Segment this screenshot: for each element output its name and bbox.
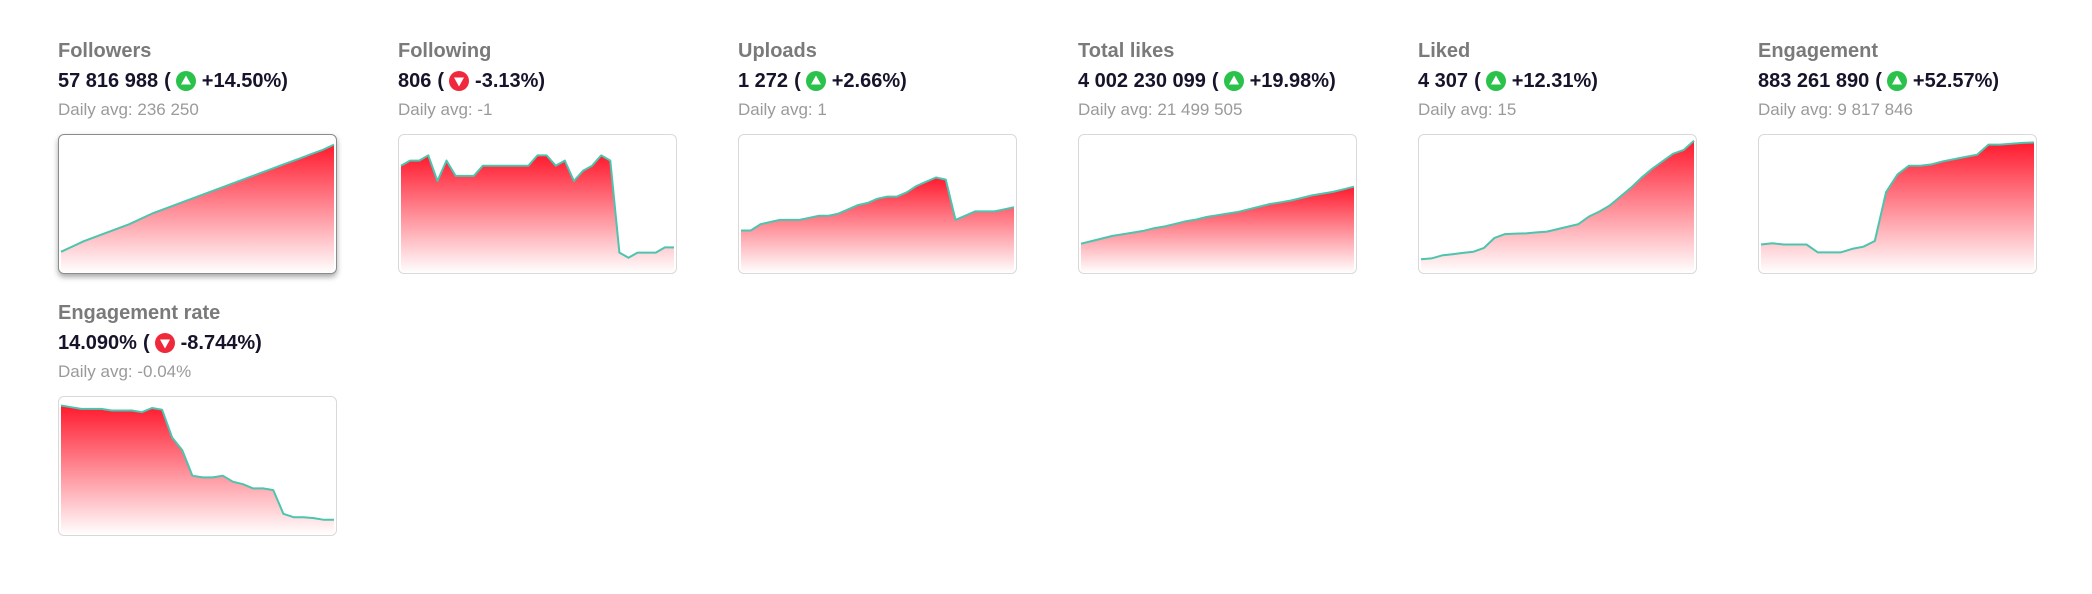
stat-change: +19.98%) <box>1249 70 1336 92</box>
up-arrow-icon <box>1886 71 1907 91</box>
up-arrow-icon <box>1223 71 1244 91</box>
sparkline-line <box>1420 140 1695 261</box>
sparkline-area <box>1081 186 1354 273</box>
sparkline-liked[interactable] <box>1418 134 1697 274</box>
sparkline-area <box>401 155 674 273</box>
sparkline-uploads[interactable] <box>738 134 1017 274</box>
down-arrow-icon <box>154 333 175 353</box>
sparkline-chart <box>400 154 674 273</box>
sparkline-total-likes[interactable] <box>1078 134 1357 274</box>
stat-value-row: 14.090% ( -8.744%) <box>58 328 337 358</box>
stat-value: 4 307 <box>1418 70 1469 92</box>
sparkline-area <box>1761 142 2034 273</box>
stat-change: +52.57%) <box>1912 70 2000 92</box>
sparkline-area <box>61 144 334 273</box>
stat-value: 57 816 988 <box>58 70 159 92</box>
sparkline-line <box>400 154 674 259</box>
stat-value: 4 002 230 099 <box>1078 70 1206 92</box>
stat-daily-average: Daily avg: 9 817 846 <box>1758 100 1913 119</box>
stat-title: Engagement rate <box>58 302 221 324</box>
sparkline-chart <box>60 143 335 273</box>
stat-title: Following <box>398 40 492 62</box>
sparkline-area <box>61 405 334 535</box>
up-arrow-icon <box>1485 71 1506 91</box>
stat-value-row: 57 816 988 ( +14.50%) <box>58 66 337 96</box>
sparkline-engagement-rate[interactable] <box>58 396 337 536</box>
stat-daily-average: Daily avg: 1 <box>738 100 827 119</box>
stat-card-engagement-rate: Engagement rate 14.090% ( -8.744%) Daily… <box>58 298 337 536</box>
stat-card-total-likes: Total likes 4 002 230 099 ( +19.98%) Dai… <box>1078 36 1357 274</box>
stat-value-row: 4 002 230 099 ( +19.98%) <box>1078 66 1357 96</box>
sparkline-engagement[interactable] <box>1758 134 2037 274</box>
stat-title: Engagement <box>1758 40 1879 62</box>
stat-daily-average: Daily avg: -0.04% <box>58 362 192 381</box>
sparkline-followers[interactable] <box>58 134 337 274</box>
sparkline-line <box>1760 141 2035 254</box>
stat-card-engagement: Engagement 883 261 890 ( +52.57%) Daily … <box>1758 36 2037 274</box>
stat-change: -8.744%) <box>180 332 262 354</box>
sparkline-line <box>741 176 1015 232</box>
sparkline-following[interactable] <box>398 134 677 274</box>
sparkline-line <box>60 404 334 521</box>
stat-daily-average: Daily avg: -1 <box>398 100 493 119</box>
up-arrow-icon <box>175 71 196 91</box>
stat-change-open: ( <box>1875 70 1882 92</box>
stat-value: 1 272 <box>738 70 789 92</box>
stat-card-followers: Followers 57 816 988 ( +14.50%) Daily av… <box>58 36 337 274</box>
sparkline-chart <box>741 176 1015 273</box>
sparkline-chart <box>1420 140 1695 273</box>
stat-card-uploads: Uploads 1 272 ( +2.66%) Daily avg: 1 <box>738 36 1017 274</box>
sparkline-chart <box>1760 141 2035 273</box>
sparkline-area <box>741 177 1014 273</box>
stat-daily-average: Daily avg: 21 499 505 <box>1078 100 1243 119</box>
stat-change-open: ( <box>794 70 801 92</box>
stat-title: Liked <box>1418 40 1471 62</box>
stat-change: +14.50%) <box>201 70 288 92</box>
stat-change-open: ( <box>142 332 150 354</box>
stat-value: 883 261 890 <box>1758 70 1870 92</box>
stat-change: +12.31%) <box>1511 70 1598 92</box>
down-arrow-icon <box>449 71 470 91</box>
stat-change-open: ( <box>164 70 171 92</box>
stat-card-liked: Liked 4 307 ( +12.31%) Daily avg: 15 <box>1418 36 1697 274</box>
stat-title: Uploads <box>738 40 817 62</box>
stat-title: Followers <box>58 40 152 62</box>
stat-change: -3.13%) <box>475 70 546 92</box>
up-arrow-icon <box>805 71 826 91</box>
stat-title: Total likes <box>1078 40 1175 62</box>
stat-value-row: 4 307 ( +12.31%) <box>1418 66 1697 96</box>
stat-card-following: Following 806 ( -3.13%) Daily avg: -1 <box>398 36 677 274</box>
stat-change-open: ( <box>1474 70 1481 92</box>
stat-daily-average: Daily avg: 15 <box>1418 100 1517 119</box>
sparkline-line <box>1080 185 1355 245</box>
stat-value-row: 883 261 890 ( +52.57%) <box>1758 66 2037 96</box>
stat-value: 14.090% <box>58 332 137 354</box>
sparkline-area <box>1421 140 1694 273</box>
sparkline-line <box>60 143 335 253</box>
stat-value-row: 806 ( -3.13%) <box>398 66 677 96</box>
stat-change-open: ( <box>1211 70 1219 92</box>
sparkline-chart <box>60 404 334 535</box>
stats-grid: Followers 57 816 988 ( +14.50%) Daily av… <box>58 36 2037 536</box>
stat-change: +2.66%) <box>831 70 907 92</box>
stat-daily-average: Daily avg: 236 250 <box>58 100 199 119</box>
stat-value: 806 <box>398 70 432 92</box>
stat-change-open: ( <box>437 70 445 92</box>
sparkline-chart <box>1080 185 1355 273</box>
stat-value-row: 1 272 ( +2.66%) <box>738 66 1017 96</box>
